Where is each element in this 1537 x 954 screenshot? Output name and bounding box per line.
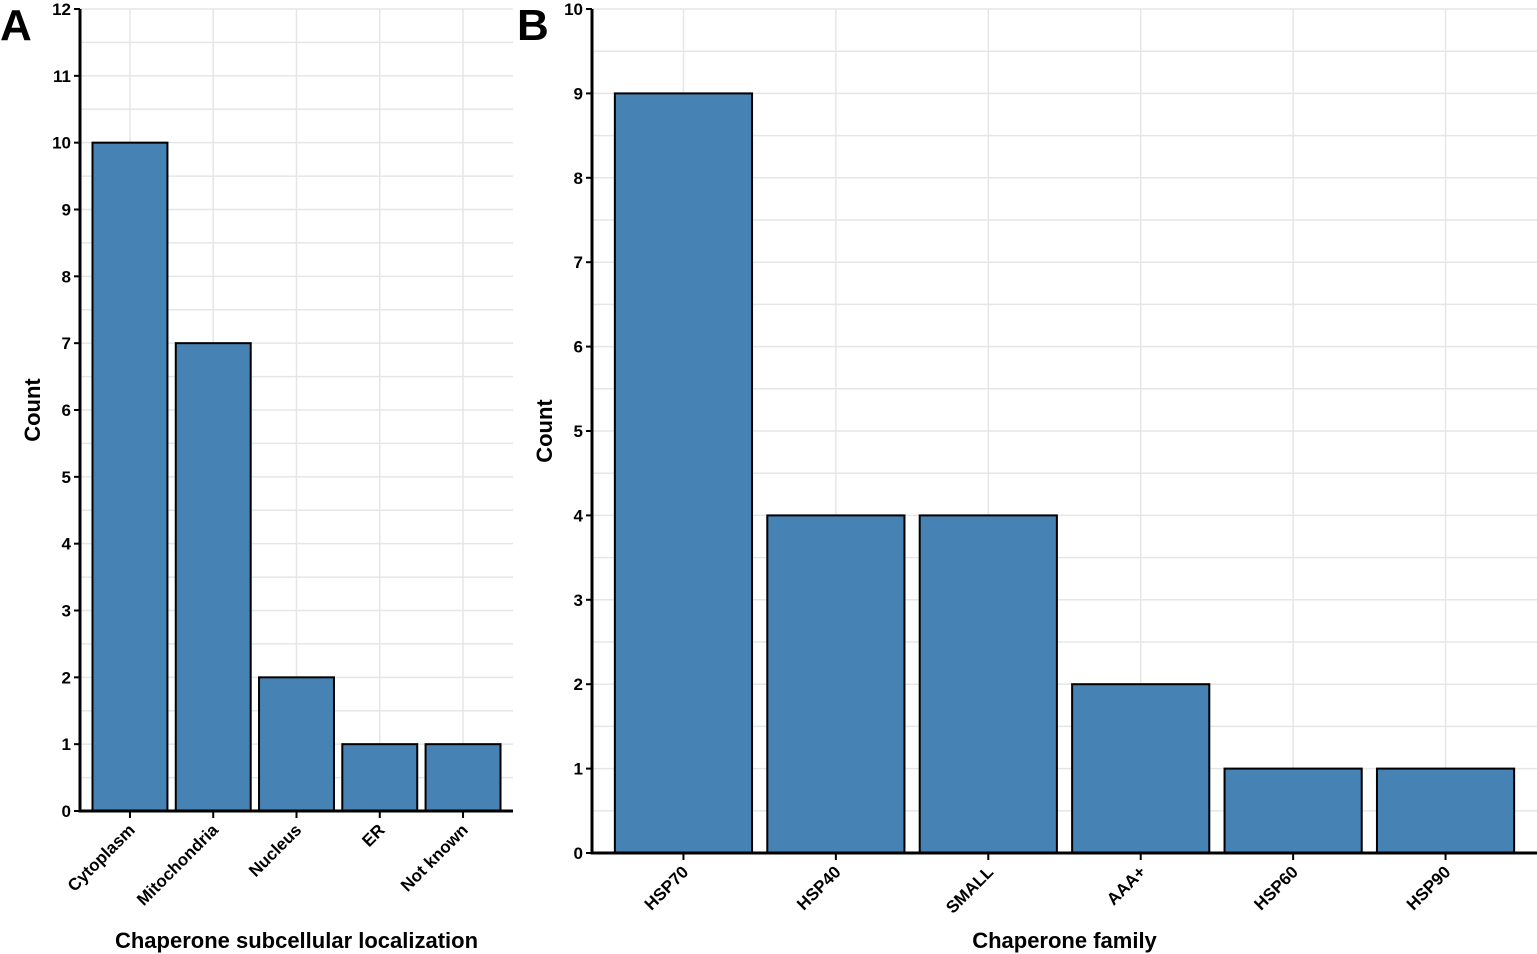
panel-b-y-tick-label: 2 (574, 675, 583, 694)
panel-a-y-tick-label: 12 (52, 0, 71, 19)
panel-a-x-tick-label-mitochondria: Mitochondria (133, 820, 222, 909)
panel-a-x-axis-title: Chaperone subcellular localization (115, 928, 478, 953)
panel-b-x-tick-label-hsp70: HSP70 (641, 862, 693, 914)
panel-b-y-tick-label: 7 (574, 253, 583, 272)
panel-a-letter: A (0, 1, 32, 50)
panel-a-y-tick-label: 6 (62, 401, 71, 420)
panel-b-x-tick-label-aaa: AAA+ (1103, 862, 1150, 909)
panel-b-y-tick-label: 3 (574, 591, 583, 610)
panel-a-y-tick-label: 2 (62, 668, 71, 687)
panel-b-bar-hsp40 (766, 514, 906, 855)
panel-b-y-tick-label: 0 (574, 844, 583, 863)
panel-b-y-tick-label: 8 (574, 169, 583, 188)
panel-a-y-axis-title: Count (20, 378, 45, 442)
panel-a-y-tick-label: 10 (52, 134, 71, 153)
panel-a-y-tick-label: 7 (62, 334, 71, 353)
panel-b-chart: 0 1 2 3 4 5 6 7 8 9 10 HSP70 HSP40 SMALL AAA+ HSP60 HSP9… (517, 0, 1537, 953)
panel-b-bar-small (918, 514, 1058, 855)
panel-b-y-tick-label: 1 (574, 760, 583, 779)
panel-b-letter: B (517, 1, 549, 50)
panel-b-y-axis-title: Count (532, 399, 557, 463)
panel-a-y-tick-label: 4 (62, 535, 72, 554)
panel-a-x-tick-label-nucleus: Nucleus (245, 820, 305, 880)
panel-a-y-tick-label: 5 (62, 468, 71, 487)
panel-a-bar-er (341, 743, 419, 813)
panel-b-bar-hsp70 (613, 92, 754, 854)
panel-a-y-tick-label: 11 (53, 67, 71, 86)
panel-a-y-tick-label: 1 (62, 735, 71, 754)
panel-b-y-tick-label: 6 (574, 338, 583, 357)
panel-a-bar-cytoplasm (91, 141, 169, 812)
panel-a-y-tick-label: 9 (62, 201, 71, 220)
panel-a-x-tick-label-er: ER (358, 820, 388, 850)
panel-a-bar-not-known (424, 743, 502, 813)
panel-a-y-tick-label: 8 (62, 267, 71, 286)
panel-b-y-tick-label: 4 (574, 506, 584, 525)
panel-a-y-tick-label: 0 (62, 802, 71, 821)
panel-b-x-tick-label-hsp90: HSP90 (1403, 862, 1455, 914)
panel-b-y-tick-label: 9 (574, 84, 583, 103)
panel-b-x-axis-title: Chaperone family (972, 928, 1157, 953)
panel-a-y-tick-label: 3 (62, 602, 71, 621)
panel-b-bar-hsp60 (1223, 767, 1363, 854)
panel-b-bar-aaa (1071, 683, 1211, 855)
panel-a-bar-mitochondria (174, 342, 252, 812)
panel-b-bar-hsp90 (1375, 767, 1516, 854)
panel-b-x-tick-label-hsp60: HSP60 (1250, 862, 1302, 914)
panel-b-x-tick-label-hsp40: HSP40 (793, 862, 845, 914)
panel-a-bar-nucleus (258, 676, 335, 812)
panel-a-x-tick-label-cytoplasm: Cytoplasm (64, 820, 139, 895)
panel-b-y-tick-label: 5 (574, 422, 583, 441)
panel-b-x-tick-label-small: SMALL (942, 862, 997, 917)
panel-a-x-tick-label-not-known: Not known (397, 820, 472, 895)
panel-b-y-tick-label: 10 (564, 0, 583, 19)
